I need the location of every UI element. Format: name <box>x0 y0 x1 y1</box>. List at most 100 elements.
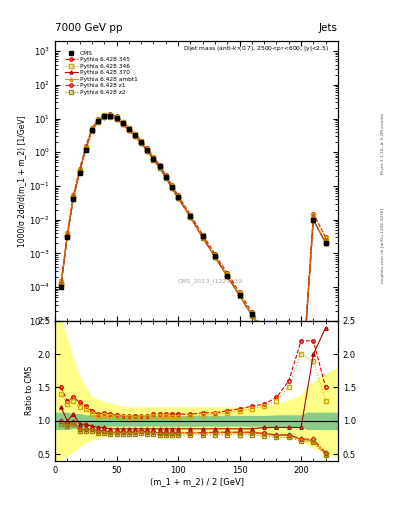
Pythia 6.428 345 <box>151 154 156 160</box>
Pythia 6.428 370 <box>77 169 82 175</box>
Pythia 6.428 345 <box>59 278 64 284</box>
Pythia 6.428 370 <box>151 157 156 163</box>
CMS <box>323 240 328 246</box>
Pythia 6.428 z2 <box>237 292 242 298</box>
Pythia 6.428 z2 <box>176 195 180 201</box>
Pythia 6.428 z1 <box>237 292 242 298</box>
Pythia 6.428 z2 <box>225 273 230 280</box>
Pythia 6.428 345 <box>96 116 101 122</box>
Line: Pythia 6.428 z1: Pythia 6.428 z1 <box>59 115 327 399</box>
Pythia 6.428 345 <box>145 145 150 151</box>
CMS <box>286 372 291 378</box>
Text: Rivet 3.1.10, ≥ 3.2M events: Rivet 3.1.10, ≥ 3.2M events <box>381 113 385 174</box>
Pythia 6.428 z2 <box>157 165 162 171</box>
Pythia 6.428 z2 <box>311 217 316 223</box>
Pythia 6.428 370 <box>274 352 279 358</box>
Pythia 6.428 z1 <box>299 394 303 400</box>
Pythia 6.428 z1 <box>225 273 230 279</box>
Pythia 6.428 ambt1 <box>262 331 266 337</box>
Pythia 6.428 345 <box>286 368 291 374</box>
Pythia 6.428 z1 <box>169 184 174 190</box>
Pythia 6.428 346 <box>188 212 193 219</box>
Line: Pythia 6.428 ambt1: Pythia 6.428 ambt1 <box>59 115 327 399</box>
Line: Pythia 6.428 370: Pythia 6.428 370 <box>59 115 327 399</box>
Pythia 6.428 z1 <box>200 234 205 240</box>
Pythia 6.428 ambt1 <box>200 234 205 241</box>
Pythia 6.428 346 <box>59 279 64 285</box>
Pythia 6.428 z2 <box>274 352 279 358</box>
Pythia 6.428 370 <box>250 312 254 318</box>
Pythia 6.428 346 <box>274 349 279 355</box>
Pythia 6.428 z1 <box>286 372 291 378</box>
Pythia 6.428 346 <box>157 163 162 169</box>
Pythia 6.428 ambt1 <box>299 395 303 401</box>
Pythia 6.428 z2 <box>299 395 303 401</box>
Text: 7000 GeV pp: 7000 GeV pp <box>55 23 123 33</box>
Text: Jets: Jets <box>319 23 338 33</box>
Pythia 6.428 z2 <box>188 214 193 220</box>
Pythia 6.428 346 <box>90 125 94 132</box>
Pythia 6.428 ambt1 <box>286 372 291 378</box>
CMS <box>299 395 303 401</box>
Pythia 6.428 370 <box>65 233 70 240</box>
Pythia 6.428 z2 <box>323 240 328 246</box>
Pythia 6.428 346 <box>213 252 217 258</box>
Pythia 6.428 z1 <box>114 116 119 122</box>
Pythia 6.428 ambt1 <box>139 140 143 146</box>
CMS <box>108 113 113 119</box>
Pythia 6.428 370 <box>71 195 76 201</box>
Pythia 6.428 z2 <box>65 234 70 240</box>
Pythia 6.428 346 <box>299 392 303 398</box>
Pythia 6.428 346 <box>237 290 242 296</box>
Pythia 6.428 345 <box>188 211 193 218</box>
Pythia 6.428 346 <box>127 125 131 131</box>
Pythia 6.428 z2 <box>90 127 94 134</box>
Pythia 6.428 370 <box>286 372 291 378</box>
Pythia 6.428 z2 <box>145 148 150 154</box>
Pythia 6.428 370 <box>176 195 180 201</box>
Pythia 6.428 ambt1 <box>114 116 119 122</box>
Pythia 6.428 345 <box>120 119 125 125</box>
Pythia 6.428 ambt1 <box>163 175 168 181</box>
Pythia 6.428 346 <box>250 310 254 316</box>
Pythia 6.428 ambt1 <box>323 240 328 246</box>
Pythia 6.428 z1 <box>188 214 193 220</box>
Text: CMS_2013_I1224539: CMS_2013_I1224539 <box>178 279 243 285</box>
Pythia 6.428 z2 <box>151 157 156 163</box>
CMS <box>262 331 266 337</box>
Pythia 6.428 346 <box>65 231 70 237</box>
Pythia 6.428 346 <box>286 369 291 375</box>
Pythia 6.428 345 <box>311 211 316 217</box>
CMS <box>114 115 119 121</box>
Pythia 6.428 ambt1 <box>274 352 279 358</box>
Pythia 6.428 z1 <box>262 331 266 337</box>
CMS <box>151 156 156 162</box>
Pythia 6.428 370 <box>108 114 113 120</box>
CMS <box>139 139 143 145</box>
Pythia 6.428 z1 <box>139 140 143 146</box>
Pythia 6.428 ambt1 <box>77 168 82 175</box>
Pythia 6.428 346 <box>83 144 88 150</box>
Pythia 6.428 z1 <box>157 164 162 170</box>
Pythia 6.428 345 <box>176 192 180 198</box>
Pythia 6.428 345 <box>237 289 242 295</box>
Pythia 6.428 345 <box>90 125 94 131</box>
Pythia 6.428 ambt1 <box>83 145 88 152</box>
CMS <box>65 234 70 241</box>
Pythia 6.428 346 <box>102 112 107 118</box>
CMS <box>96 118 101 124</box>
Pythia 6.428 z2 <box>132 133 137 139</box>
Pythia 6.428 z2 <box>200 234 205 241</box>
Pythia 6.428 z2 <box>96 119 101 125</box>
Pythia 6.428 346 <box>114 114 119 120</box>
Pythia 6.428 370 <box>59 282 64 288</box>
Line: Pythia 6.428 346: Pythia 6.428 346 <box>59 113 327 396</box>
Pythia 6.428 ambt1 <box>102 114 107 120</box>
Pythia 6.428 ambt1 <box>132 133 137 139</box>
Pythia 6.428 ambt1 <box>250 312 254 318</box>
Pythia 6.428 z1 <box>71 194 76 200</box>
Pythia 6.428 346 <box>145 146 150 152</box>
Pythia 6.428 345 <box>157 162 162 168</box>
CMS <box>77 169 82 176</box>
Pythia 6.428 z1 <box>65 233 70 239</box>
